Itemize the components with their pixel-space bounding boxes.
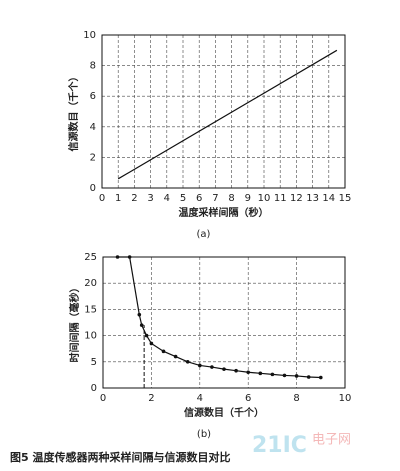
data-point	[258, 371, 263, 376]
y-tick-label: 10	[84, 331, 97, 342]
data-point	[198, 363, 202, 368]
x-tick-label: 13	[306, 193, 319, 204]
x-tick-label: 9	[245, 193, 251, 204]
data-point	[306, 375, 311, 379]
x-tick-label: 4	[164, 193, 170, 204]
x-tick-label: 3	[147, 193, 153, 204]
x-tick-label: 6	[245, 393, 251, 404]
data-point	[144, 333, 149, 338]
sub-label: (a)	[197, 229, 211, 240]
y-tick-label: 8	[90, 61, 96, 72]
y-axis-label: 信源数目（千个）	[67, 72, 80, 152]
data-point	[161, 349, 166, 354]
data-line	[117, 49, 338, 180]
x-tick-label: 12	[290, 193, 303, 204]
x-tick-label: 7	[212, 193, 218, 204]
data-point	[270, 372, 275, 377]
data-point	[246, 370, 250, 375]
y-tick-label: 0	[90, 183, 96, 194]
data-point	[282, 373, 287, 378]
y-axis-label: 时间间隔（毫秒）	[68, 283, 81, 363]
y-tick-label: 0	[91, 383, 97, 394]
y-tick-label: 6	[90, 91, 96, 102]
x-tick-label: 10	[258, 193, 271, 204]
x-tick-label: 2	[131, 193, 137, 204]
data-point	[139, 323, 144, 327]
x-tick-label: 0	[99, 193, 105, 204]
y-tick-label: 4	[90, 122, 96, 133]
data-point	[137, 312, 142, 317]
sub-label: (b)	[197, 429, 211, 440]
y-tick-label: 5	[91, 357, 97, 368]
x-tick-label: 8	[293, 393, 299, 404]
data-point	[210, 365, 214, 369]
data-point	[185, 360, 190, 364]
y-tick-label: 20	[84, 278, 97, 289]
plot-frame	[102, 256, 346, 389]
watermark-site: 电子网	[312, 433, 351, 448]
data-point	[149, 341, 154, 346]
x-tick-label: 2	[148, 393, 154, 404]
data-point	[319, 375, 323, 380]
data-point	[234, 368, 238, 373]
data-point	[115, 255, 120, 259]
data-line	[117, 256, 321, 379]
caption: 图5 温度传感器两种采样间隔与信源数目对比	[10, 450, 230, 464]
y-tick-label: 15	[84, 304, 97, 315]
x-tick-label: 14	[322, 193, 335, 204]
plot-frame	[101, 34, 346, 189]
x-tick-label: 11	[274, 193, 287, 204]
x-axis-label: 温度采样间隔（秒）	[179, 206, 269, 219]
x-tick-label: 10	[339, 393, 352, 404]
x-tick-label: 5	[180, 193, 186, 204]
x-axis-label: 信源数目（千个）	[184, 406, 264, 419]
x-tick-label: 0	[100, 393, 106, 404]
data-point	[173, 354, 178, 359]
x-tick-label: 15	[339, 193, 352, 204]
y-tick-label: 10	[83, 30, 96, 41]
y-tick-label: 2	[90, 152, 96, 163]
x-tick-label: 1	[115, 193, 121, 204]
data-point	[222, 367, 226, 371]
data-point	[127, 255, 132, 259]
x-tick-label: 8	[228, 193, 234, 204]
x-tick-label: 6	[196, 193, 202, 204]
y-tick-label: 25	[84, 252, 97, 263]
data-point	[294, 374, 299, 378]
watermark-logo: 21IC	[252, 433, 307, 458]
x-tick-label: 4	[197, 393, 203, 404]
